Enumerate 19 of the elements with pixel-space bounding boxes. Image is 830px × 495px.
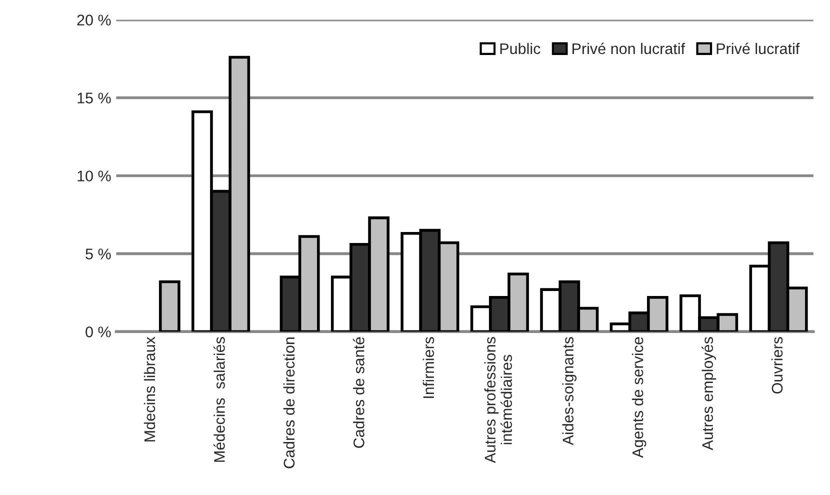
x-tick-label: Cadres de direction bbox=[283, 337, 295, 468]
x-tick-label: Agents de service bbox=[632, 337, 646, 458]
x-tick-label: Aides-soignants bbox=[562, 337, 576, 446]
x-tick-label: Autres professions intémédiaires bbox=[484, 337, 512, 463]
y-tick-label: 15 % bbox=[78, 92, 111, 104]
x-tick-label: Mdecins libraux bbox=[144, 336, 156, 442]
y-tick-label: 20 % bbox=[77, 14, 111, 26]
y-tick-label: 10 % bbox=[78, 170, 111, 182]
legend-label: Privé non lucratif bbox=[572, 42, 686, 54]
x-tick-label: Infirmiers bbox=[422, 337, 434, 398]
x-tick-label: Cadres de santé bbox=[352, 337, 364, 448]
x-tick-label: Ouvriers bbox=[771, 337, 783, 394]
legend-label: Public bbox=[500, 42, 540, 54]
y-tick-label: 5 % bbox=[86, 248, 111, 260]
legend-label: Privé lucratif bbox=[716, 42, 800, 54]
x-tick-label: Autres employés bbox=[702, 337, 716, 450]
y-tick-label: 0 % bbox=[86, 326, 111, 338]
x-tick-label: Médecins salariés bbox=[213, 337, 225, 462]
bar bbox=[158, 280, 180, 332]
